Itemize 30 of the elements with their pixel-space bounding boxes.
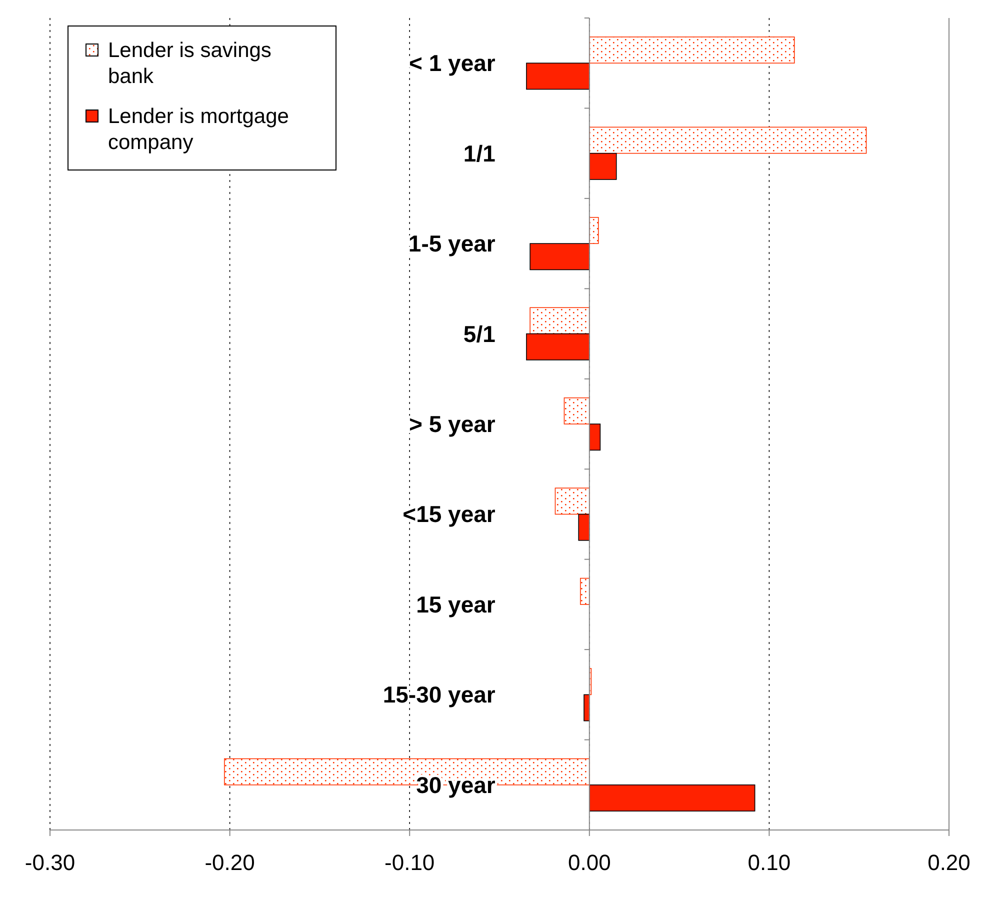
y-tick-label: < 1 year xyxy=(409,50,496,76)
y-tick-label: 1/1 xyxy=(463,140,496,166)
x-tick-label: -0.30 xyxy=(24,850,76,875)
bar xyxy=(526,333,590,360)
bar xyxy=(580,578,590,605)
y-tick-label: 5/1 xyxy=(463,320,496,347)
y-tick-label: <15 year xyxy=(402,501,496,528)
legend-label: Lender is savings bank xyxy=(108,39,272,88)
bar xyxy=(564,397,590,424)
bar xyxy=(589,126,867,154)
bar xyxy=(589,152,617,180)
bar xyxy=(589,784,756,812)
bar xyxy=(530,307,590,334)
bar xyxy=(530,243,590,270)
x-tick-label: 0.20 xyxy=(928,850,970,875)
bar xyxy=(589,216,599,244)
y-tick-label: 1-5 year xyxy=(408,230,496,257)
bar xyxy=(578,514,590,541)
bar xyxy=(554,488,590,515)
x-tick-label: 0.00 xyxy=(568,850,611,875)
bar xyxy=(589,36,795,64)
x-tick-label: -0.20 xyxy=(204,850,255,875)
y-tick-label: 15 year xyxy=(416,591,496,618)
bar xyxy=(526,62,590,90)
y-tick-label: > 5 year xyxy=(409,411,496,437)
bar xyxy=(589,424,601,451)
x-tick-label: -0.10 xyxy=(384,850,435,875)
legend-label: Lender is mortgage company xyxy=(108,105,289,154)
x-tick-label: 0.10 xyxy=(748,850,791,875)
y-tick-label: 15-30 year xyxy=(382,682,496,708)
